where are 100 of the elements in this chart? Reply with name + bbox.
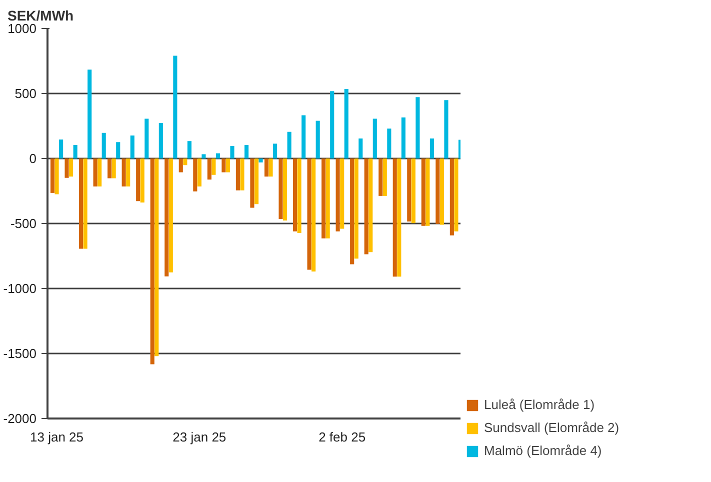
- y-tick-label: 0: [29, 151, 37, 166]
- y-tick-label: -500: [10, 216, 37, 231]
- bar: [102, 132, 106, 158]
- bar: [236, 158, 240, 190]
- bar: [240, 158, 244, 190]
- bar: [64, 158, 69, 178]
- bar: [126, 158, 130, 186]
- bar: [336, 158, 340, 232]
- bar: [268, 158, 273, 177]
- bar: [173, 56, 178, 158]
- bar: [312, 158, 316, 272]
- bar: [387, 128, 392, 158]
- bar: [136, 158, 140, 202]
- y-tick-label: -2000: [3, 411, 36, 426]
- legend-label: Luleå (Elområde 1): [484, 397, 595, 412]
- bar: [144, 118, 149, 158]
- bar: [207, 158, 212, 180]
- bar: [354, 158, 358, 259]
- bar: [193, 158, 198, 192]
- bar: [264, 158, 269, 177]
- bar: [202, 154, 206, 158]
- bar: [330, 91, 334, 158]
- bar: [307, 158, 312, 270]
- bar: [108, 158, 112, 178]
- y-tick-label: -1000: [3, 281, 36, 296]
- bar: [98, 158, 102, 186]
- bar: [197, 158, 202, 186]
- bar: [340, 158, 344, 229]
- bar: [358, 138, 363, 158]
- bar: [78, 158, 84, 249]
- bar: [244, 144, 249, 158]
- bar: [69, 158, 74, 177]
- bar: [350, 158, 354, 264]
- bar: [450, 158, 454, 236]
- bar: [292, 158, 298, 232]
- bar: [421, 158, 426, 226]
- bar: [93, 158, 98, 186]
- bar: [130, 135, 134, 158]
- bar: [392, 158, 397, 277]
- legend-label: Malmö (Elområde 4): [484, 443, 602, 458]
- bar: [168, 158, 173, 272]
- bar: [50, 158, 55, 193]
- bar: [116, 142, 120, 158]
- bar: [158, 123, 163, 158]
- bar: [382, 158, 387, 196]
- bar: [378, 158, 383, 196]
- bar: [250, 158, 254, 208]
- bar: [430, 138, 434, 158]
- bar: [73, 144, 78, 158]
- bar: [226, 158, 230, 172]
- bar: [444, 100, 448, 158]
- bar: [302, 115, 306, 158]
- bar: [278, 158, 283, 219]
- bar: [416, 97, 420, 158]
- bar: [407, 158, 412, 222]
- bar: [411, 158, 416, 224]
- bar: [222, 158, 226, 172]
- bar: [88, 70, 92, 158]
- bar: [258, 158, 263, 162]
- bar: [436, 158, 440, 224]
- bar: [440, 158, 444, 225]
- bar: [326, 158, 330, 238]
- bar: [344, 88, 348, 158]
- bar: [54, 158, 59, 194]
- bar: [216, 153, 220, 158]
- bar: [316, 120, 320, 158]
- bar: [273, 144, 278, 158]
- bar: [401, 117, 406, 158]
- y-tick-label: -1500: [3, 346, 36, 361]
- bar: [187, 141, 192, 158]
- bar: [122, 158, 126, 186]
- bar: [287, 132, 292, 158]
- bar: [154, 158, 159, 356]
- x-tick-label: 2 feb 25: [318, 430, 366, 444]
- bar: [83, 158, 88, 249]
- bar: [59, 140, 64, 158]
- y-tick-label: 1000: [8, 21, 36, 36]
- bar: [183, 158, 188, 166]
- bar: [397, 158, 402, 277]
- bar: [282, 158, 288, 221]
- bar: [230, 146, 234, 158]
- x-tick-label: 13 jan 25: [30, 430, 84, 444]
- y-axis-title: SEK/MWh: [8, 8, 74, 24]
- bar: [178, 158, 183, 172]
- bar: [372, 118, 377, 158]
- bar: [254, 158, 259, 204]
- bar: [140, 158, 144, 202]
- legend-label: Sundsvall (Elområde 2): [484, 420, 620, 435]
- x-tick-label: 23 jan 25: [172, 430, 226, 444]
- bar: [426, 158, 430, 226]
- bar: [150, 158, 154, 364]
- bar: [212, 158, 216, 175]
- y-tick-label: 500: [14, 86, 37, 101]
- bar: [364, 158, 368, 254]
- bar: [368, 158, 373, 252]
- bar: [454, 158, 458, 232]
- bar: [164, 158, 169, 276]
- bar: [322, 158, 326, 238]
- bar: [112, 158, 116, 178]
- bar: [297, 158, 302, 233]
